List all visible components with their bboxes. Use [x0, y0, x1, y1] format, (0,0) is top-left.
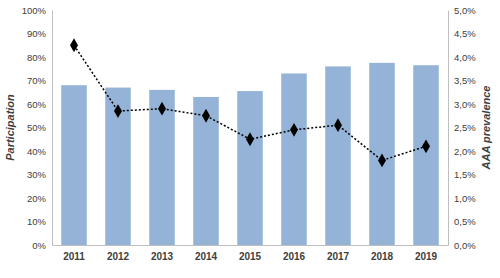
tick-label: 90% [27, 28, 47, 39]
markers [70, 38, 430, 167]
tick-label: 2012 [107, 251, 130, 262]
tick-label: 30% [27, 169, 47, 180]
tick-label: 0,5% [454, 216, 476, 227]
tick: 2011 [63, 245, 85, 262]
tick: 4,0% [448, 52, 476, 63]
chart: 0% 10% 20% 30% 40% 50% 60% 70% 80% 90% 100% 0,0% 0,5… [0, 0, 500, 278]
tick-label: 80% [27, 52, 47, 63]
tick-label: 40% [27, 146, 47, 157]
tick: 2012 [107, 245, 130, 262]
tick-label: 50% [27, 122, 47, 133]
tick: 2,0% [448, 146, 476, 157]
tick-label: 3,0% [454, 99, 476, 110]
tick: 30% [27, 169, 52, 180]
axis-line [52, 11, 53, 246]
tick-label: 4,5% [454, 28, 476, 39]
marker [158, 102, 166, 116]
marker [114, 104, 122, 118]
tick-label: 5,0% [454, 5, 476, 16]
marker [290, 123, 298, 137]
tick-label: 20% [27, 193, 47, 204]
tick: 2017 [327, 245, 350, 262]
tick-label: 2013 [151, 251, 174, 262]
tick: 90% [27, 28, 52, 39]
tick: 2015 [239, 245, 262, 262]
tick-label: 100% [22, 5, 47, 16]
tick-label: 2015 [239, 251, 262, 262]
tick: 80% [27, 52, 52, 63]
bar [325, 66, 351, 245]
tick: 10% [27, 216, 52, 227]
tick-label: 70% [27, 75, 47, 86]
marker [70, 38, 78, 52]
tick-label: 2018 [371, 251, 394, 262]
bar [237, 91, 263, 245]
tick: 50% [27, 122, 52, 133]
tick: 2019 [415, 245, 438, 262]
x-axis: 2011 2012 2013 2014 2015 2016 2017 2018 2019 [53, 245, 449, 262]
line [74, 45, 426, 160]
tick: 5,0% [448, 5, 476, 16]
tick: 20% [27, 193, 52, 204]
bar-series [61, 63, 439, 245]
bar [61, 85, 87, 245]
tick-label: 2019 [415, 251, 438, 262]
tick-label: 2016 [283, 251, 306, 262]
bar [281, 73, 307, 245]
marker [378, 153, 386, 167]
tick: 2018 [371, 245, 394, 262]
tick: 0% [32, 240, 52, 251]
tick: 2013 [151, 245, 174, 262]
tick: 70% [27, 75, 52, 86]
tick: 60% [27, 99, 52, 110]
marker [334, 118, 342, 132]
marks [61, 38, 439, 245]
tick-label: 2,0% [454, 146, 476, 157]
marker [422, 139, 430, 153]
tick-label: 0% [32, 240, 46, 251]
plot-area: 0% 10% 20% 30% 40% 50% 60% 70% 80% 90% 100% 0,0% 0,5… [22, 5, 477, 263]
y2-axis-title: AAA prevalence [480, 86, 492, 171]
tick: 4,5% [448, 28, 476, 39]
tick-label: 1,0% [454, 193, 476, 204]
tick: 3,5% [448, 75, 476, 86]
tick-label: 2011 [63, 251, 85, 262]
marker [202, 109, 210, 123]
tick-label: 3,5% [454, 75, 476, 86]
tick-label: 1,5% [454, 169, 476, 180]
tick: 40% [27, 146, 52, 157]
bar [193, 97, 219, 245]
y-axis: 0% 10% 20% 30% 40% 50% 60% 70% 80% 90% 100% [22, 5, 53, 251]
tick-label: 2017 [327, 251, 350, 262]
tick-label: 2,5% [454, 122, 476, 133]
tick: 2014 [195, 245, 218, 262]
marker [246, 132, 254, 146]
tick-label: 2014 [195, 251, 218, 262]
tick-label: 4,0% [454, 52, 476, 63]
tick-label: 0,0% [454, 240, 476, 251]
tick: 0,0% [448, 240, 476, 251]
tick: 2,5% [448, 122, 476, 133]
tick: 100% [22, 5, 52, 16]
axis-line [448, 11, 449, 246]
tick-label: 10% [27, 216, 47, 227]
tick: 0,5% [448, 216, 476, 227]
y-axis-title: Participation [4, 94, 16, 161]
tick: 2016 [283, 245, 306, 262]
tick: 3,0% [448, 99, 476, 110]
bar [413, 65, 439, 245]
tick-label: 60% [27, 99, 47, 110]
bar [149, 90, 175, 245]
tick: 1,0% [448, 193, 476, 204]
axis-line [53, 245, 449, 246]
tick: 1,5% [448, 169, 476, 180]
y2-axis: 0,0% 0,5% 1,0% 1,5% 2,0% 2,5% 3,0% 3,5% 4,0% 4,5%… [448, 5, 476, 251]
